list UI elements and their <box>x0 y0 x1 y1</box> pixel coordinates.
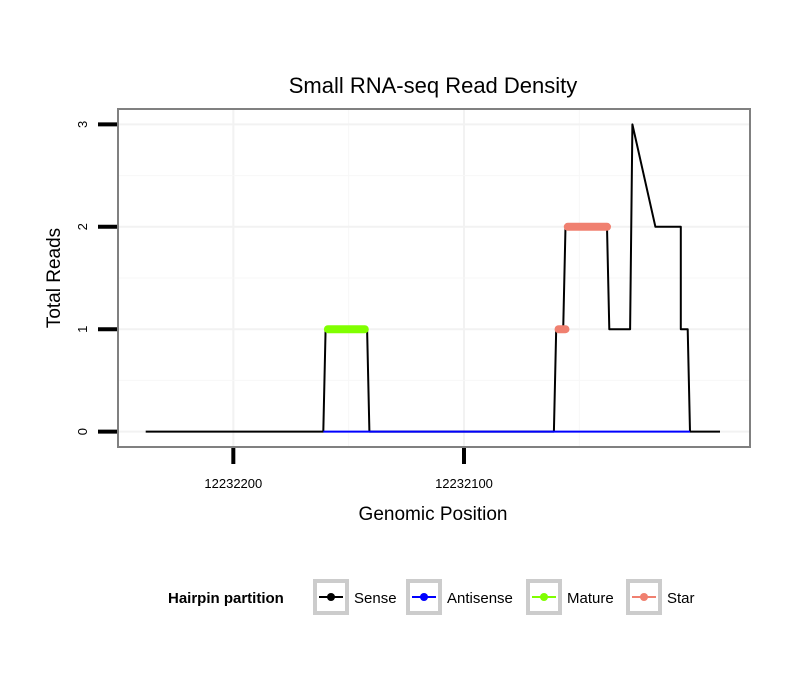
axes: 12232200 12232100 0 1 2 3 <box>75 121 493 491</box>
x-tick-label: 12232100 <box>435 476 493 491</box>
y-tick-label: 0 <box>75 428 90 435</box>
series-layer <box>145 123 720 433</box>
plot-panel <box>117 108 751 448</box>
legend-label-antisense: Antisense <box>447 590 513 607</box>
legend: Hairpin partition Sense Antisense Mature St… <box>168 579 695 615</box>
legend-key-point-star <box>640 593 648 601</box>
legend-key-point-sense <box>327 593 335 601</box>
x-tick-label: 12232200 <box>204 476 262 491</box>
legend-item-sense: Sense <box>313 579 397 615</box>
legend-label-star: Star <box>667 590 695 607</box>
plot-border <box>117 108 751 448</box>
legend-label-mature: Mature <box>567 590 614 607</box>
legend-key-point-antisense <box>420 593 428 601</box>
chart-title: Small RNA-seq Read Density <box>289 73 578 98</box>
legend-title: Hairpin partition <box>168 590 284 607</box>
x-axis-title: Genomic Position <box>359 504 508 525</box>
legend-item-antisense: Antisense <box>406 579 513 615</box>
y-tick-label: 2 <box>75 223 90 230</box>
legend-items: Sense Antisense Mature Star <box>313 579 695 615</box>
y-tick-label: 3 <box>75 121 90 128</box>
legend-key-point-mature <box>540 593 548 601</box>
series-sense-line <box>145 123 720 433</box>
legend-item-star: Star <box>626 579 695 615</box>
legend-label-sense: Sense <box>354 590 397 607</box>
y-axis-title: Total Reads <box>44 228 65 328</box>
y-tick-label: 1 <box>75 326 90 333</box>
legend-item-mature: Mature <box>526 579 614 615</box>
